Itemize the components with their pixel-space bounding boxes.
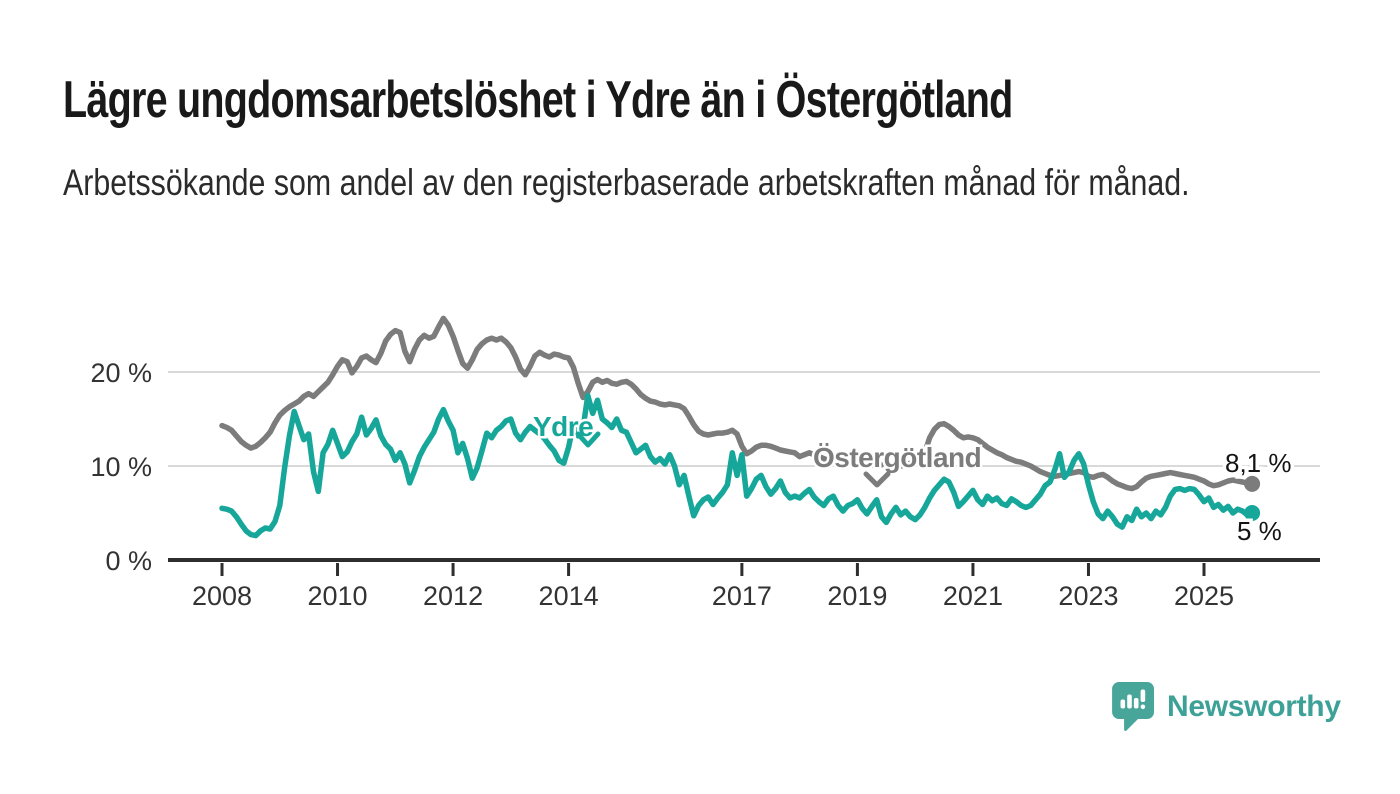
brand-name: Newsworthy bbox=[1167, 690, 1341, 723]
series-line-ydre bbox=[219, 392, 1255, 539]
chart-subtitle: Arbetssökande som andel av den registerb… bbox=[63, 162, 1190, 203]
x-axis-label: 2012 bbox=[423, 581, 483, 611]
series-label-arrow-ostergotland bbox=[863, 471, 891, 488]
end-value-label-ydre: 5 % bbox=[1237, 516, 1282, 546]
series-label-arrow-ydre bbox=[575, 431, 601, 448]
series-label-ostergotland: Östergötland bbox=[813, 442, 981, 473]
y-axis-label: 10 % bbox=[90, 452, 152, 482]
series-label-ydre: Ydre bbox=[533, 411, 593, 442]
end-value-label-ostergotland: 8,1 % bbox=[1225, 448, 1292, 478]
series-end-dot-ostergotland bbox=[1244, 475, 1261, 492]
y-axis-label: 20 % bbox=[90, 358, 152, 388]
x-axis-label: 2017 bbox=[712, 581, 772, 611]
x-axis-label: 2025 bbox=[1174, 581, 1234, 611]
x-axis-label: 2014 bbox=[539, 581, 599, 611]
x-axis-label: 2019 bbox=[827, 581, 887, 611]
page-title: Lägre ungdomsarbetslöshet i Ydre än i Ös… bbox=[63, 71, 1013, 129]
x-axis-label: 2010 bbox=[307, 581, 367, 611]
y-axis-label: 0 % bbox=[105, 546, 152, 576]
x-axis-label: 2021 bbox=[943, 581, 1003, 611]
x-axis-label: 2008 bbox=[192, 581, 252, 611]
chart-svg: 0 % 10 % 20 % 2008 2010 2012 2014 2017 2019 2021 2… bbox=[90, 315, 1320, 611]
x-axis-label: 2023 bbox=[1058, 581, 1118, 611]
series-end-dot-ydre bbox=[1244, 505, 1261, 521]
series-line-ostergotland bbox=[219, 315, 1255, 492]
newsworthy-logo: Newsworthy bbox=[1112, 682, 1341, 732]
newsworthy-bubble-barchart-icon bbox=[1112, 682, 1154, 731]
